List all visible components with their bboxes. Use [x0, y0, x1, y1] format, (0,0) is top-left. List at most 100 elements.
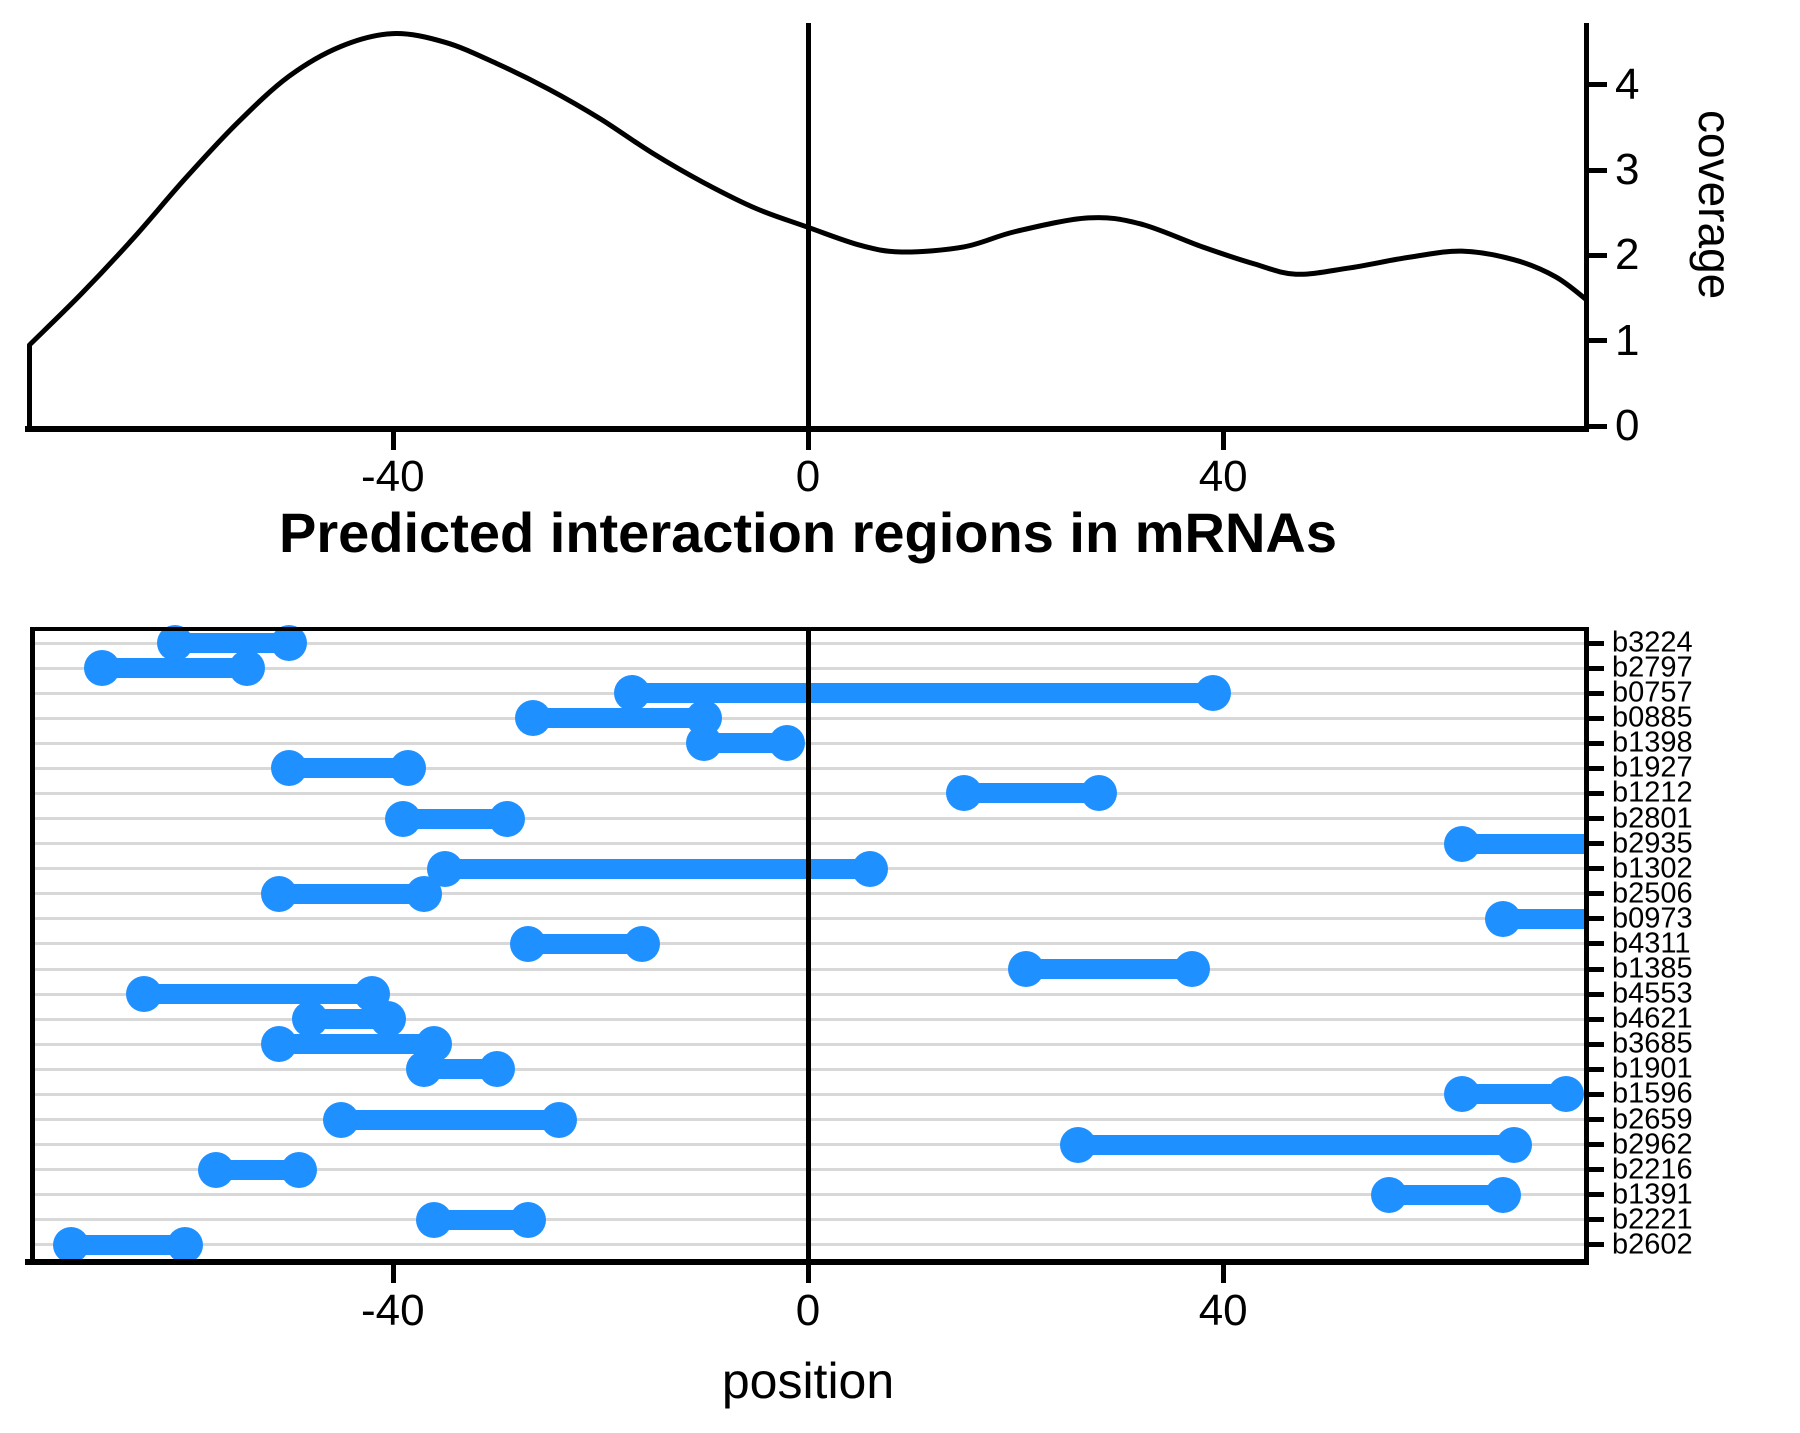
interaction-segment[interactable]: [444, 858, 871, 879]
segment-end-dot[interactable]: [281, 1151, 318, 1188]
interaction-segment[interactable]: [1025, 959, 1193, 980]
interaction-segment[interactable]: [71, 1234, 186, 1255]
position-axis-label: position: [721, 1353, 895, 1409]
interaction-segment[interactable]: [403, 808, 507, 829]
interaction-segment[interactable]: [631, 683, 1213, 704]
interaction-segment[interactable]: [963, 783, 1099, 804]
mrna-label: b1901: [1612, 1052, 1693, 1085]
segment-end-dot[interactable]: [405, 875, 442, 912]
segment-end-dot[interactable]: [1080, 775, 1117, 812]
segment-end-dot[interactable]: [271, 625, 307, 661]
segment-start-dot[interactable]: [1443, 825, 1480, 862]
segment-end-dot[interactable]: [1547, 1076, 1584, 1113]
interaction-segment[interactable]: [340, 1109, 559, 1130]
segment-start-dot[interactable]: [260, 875, 297, 912]
segment-start-dot[interactable]: [1007, 951, 1044, 988]
segment-end-dot[interactable]: [390, 750, 427, 787]
segment-start-dot[interactable]: [1485, 900, 1522, 937]
interaction-segment[interactable]: [174, 633, 289, 653]
segment-start-dot[interactable]: [271, 750, 307, 787]
top-x-tick-mark: [806, 432, 811, 450]
interaction-segment[interactable]: [704, 733, 788, 754]
interaction-segment[interactable]: [1503, 908, 1586, 929]
bottom-panel-right-axis: [1584, 627, 1589, 1262]
segment-end-dot[interactable]: [623, 925, 660, 962]
coverage-tick-label: 1: [1615, 315, 1640, 365]
interaction-segment[interactable]: [102, 658, 248, 679]
row-tick-mark: [1589, 1192, 1604, 1198]
row-tick-mark: [1589, 690, 1604, 696]
segment-start-dot[interactable]: [509, 925, 546, 962]
bottom-x-tick-mark: [806, 1265, 811, 1283]
segment-start-dot[interactable]: [198, 1151, 235, 1188]
segment-end-dot[interactable]: [1485, 1176, 1522, 1213]
segment-end-dot[interactable]: [1174, 951, 1211, 988]
segment-start-dot[interactable]: [322, 1101, 359, 1138]
segment-end-dot[interactable]: [769, 725, 806, 762]
interaction-segment[interactable]: [143, 984, 373, 1005]
segment-start-dot[interactable]: [291, 1001, 328, 1038]
top-panel-zero-line: [806, 23, 811, 429]
segment-end-dot[interactable]: [167, 1226, 204, 1263]
row-tick-mark: [1589, 665, 1604, 671]
segment-start-dot[interactable]: [1371, 1176, 1408, 1213]
segment-end-dot[interactable]: [540, 1101, 577, 1138]
segment-start-dot[interactable]: [405, 1051, 442, 1088]
top-x-tick-mark: [390, 432, 396, 450]
segment-start-dot[interactable]: [84, 650, 121, 687]
mrna-label: b1302: [1612, 852, 1693, 885]
row-tick-mark: [1589, 715, 1604, 721]
row-tick-mark: [1589, 891, 1604, 897]
top-panel-x-axis: [25, 426, 1589, 432]
segment-start-dot[interactable]: [385, 800, 422, 837]
segment-end-dot[interactable]: [488, 800, 525, 837]
interaction-segment[interactable]: [527, 933, 642, 954]
segment-start-dot[interactable]: [156, 625, 193, 661]
mrna-label: b1596: [1612, 1077, 1693, 1110]
mrna-label: b0973: [1612, 902, 1693, 935]
interaction-segment[interactable]: [1461, 833, 1586, 854]
interaction-segment[interactable]: [423, 1059, 497, 1080]
interaction-segment[interactable]: [216, 1159, 300, 1180]
row-tick-mark: [1589, 1066, 1604, 1072]
row-tick-mark: [1589, 640, 1604, 646]
top-panel-right-axis: [1584, 23, 1589, 432]
interaction-segment[interactable]: [1461, 1084, 1566, 1105]
interaction-segment[interactable]: [309, 1009, 388, 1030]
segment-start-dot[interactable]: [613, 675, 650, 712]
segment-end-dot[interactable]: [852, 850, 889, 887]
interaction-segment[interactable]: [434, 1209, 528, 1230]
segment-start-dot[interactable]: [260, 1026, 297, 1063]
segment-start-dot[interactable]: [686, 725, 723, 762]
interaction-segment[interactable]: [278, 1034, 435, 1055]
chart-title: Predicted interaction regions in mRNAs: [279, 501, 1337, 564]
segment-end-dot[interactable]: [1194, 675, 1231, 712]
segment-end-dot[interactable]: [509, 1201, 546, 1238]
segment-start-dot[interactable]: [53, 1226, 90, 1263]
segment-start-dot[interactable]: [1443, 1076, 1480, 1113]
mrna-label: b3224: [1612, 626, 1693, 659]
segment-start-dot[interactable]: [514, 700, 551, 737]
segment-end-dot[interactable]: [1495, 1126, 1532, 1163]
row-tick-mark: [1589, 1041, 1604, 1047]
mrna-label: b2506: [1612, 877, 1693, 910]
mrna-label: b2935: [1612, 827, 1693, 860]
bottom-panel-top-spine: [30, 627, 1589, 631]
bottom-panel-x-axis: [25, 1259, 1589, 1265]
interaction-segment[interactable]: [278, 883, 424, 904]
segment-end-dot[interactable]: [229, 650, 266, 687]
interaction-segment[interactable]: [532, 708, 705, 729]
mrna-label: b2221: [1612, 1203, 1693, 1236]
mrna-label: b2216: [1612, 1153, 1693, 1186]
interaction-segment[interactable]: [1389, 1184, 1504, 1205]
row-tick-mark: [1589, 1142, 1604, 1148]
segment-end-dot[interactable]: [478, 1051, 515, 1088]
segment-start-dot[interactable]: [416, 1201, 453, 1238]
segment-end-dot[interactable]: [369, 1001, 406, 1038]
segment-start-dot[interactable]: [945, 775, 982, 812]
interaction-segment[interactable]: [289, 758, 409, 779]
interaction-segment[interactable]: [1077, 1134, 1514, 1155]
coverage-tick-mark: [1589, 167, 1607, 173]
segment-start-dot[interactable]: [1059, 1126, 1096, 1163]
segment-start-dot[interactable]: [125, 976, 162, 1013]
